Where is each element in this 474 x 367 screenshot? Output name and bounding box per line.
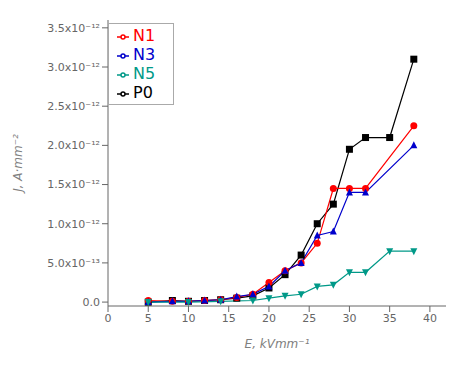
html-text:N1: N1	[133, 26, 156, 45]
svg-text:2.5x10⁻¹²: 2.5x10⁻¹²	[47, 100, 100, 113]
svg-text:5.0x10⁻¹³: 5.0x10⁻¹³	[47, 257, 100, 270]
svg-text:E, kVmm⁻¹: E, kVmm⁻¹	[245, 337, 310, 351]
svg-text:0.0: 0.0	[83, 296, 101, 309]
html-text:N3: N3	[133, 45, 156, 64]
svg-text:3.0x10⁻¹²: 3.0x10⁻¹²	[47, 61, 100, 74]
svg-text:0: 0	[105, 312, 112, 325]
html-text:P0: P0	[133, 83, 153, 102]
svg-text:1.0x10⁻¹²: 1.0x10⁻¹²	[47, 218, 100, 231]
svg-text:5: 5	[145, 312, 152, 325]
svg-text:15: 15	[222, 312, 236, 325]
svg-text:40: 40	[423, 312, 437, 325]
svg-text:35: 35	[383, 312, 397, 325]
svg-text:J, A·mm⁻²: J, A·mm⁻²	[11, 134, 25, 194]
svg-text:30: 30	[342, 312, 356, 325]
svg-text:20: 20	[262, 312, 276, 325]
svg-text:3.5x10⁻¹²: 3.5x10⁻¹²	[47, 22, 100, 35]
svg-text:2.0x10⁻¹²: 2.0x10⁻¹²	[47, 139, 100, 152]
svg-text:25: 25	[302, 312, 316, 325]
html-text:N5: N5	[133, 64, 156, 83]
svg-text:1.5x10⁻¹²: 1.5x10⁻¹²	[47, 178, 100, 191]
svg-text:10: 10	[181, 312, 195, 325]
